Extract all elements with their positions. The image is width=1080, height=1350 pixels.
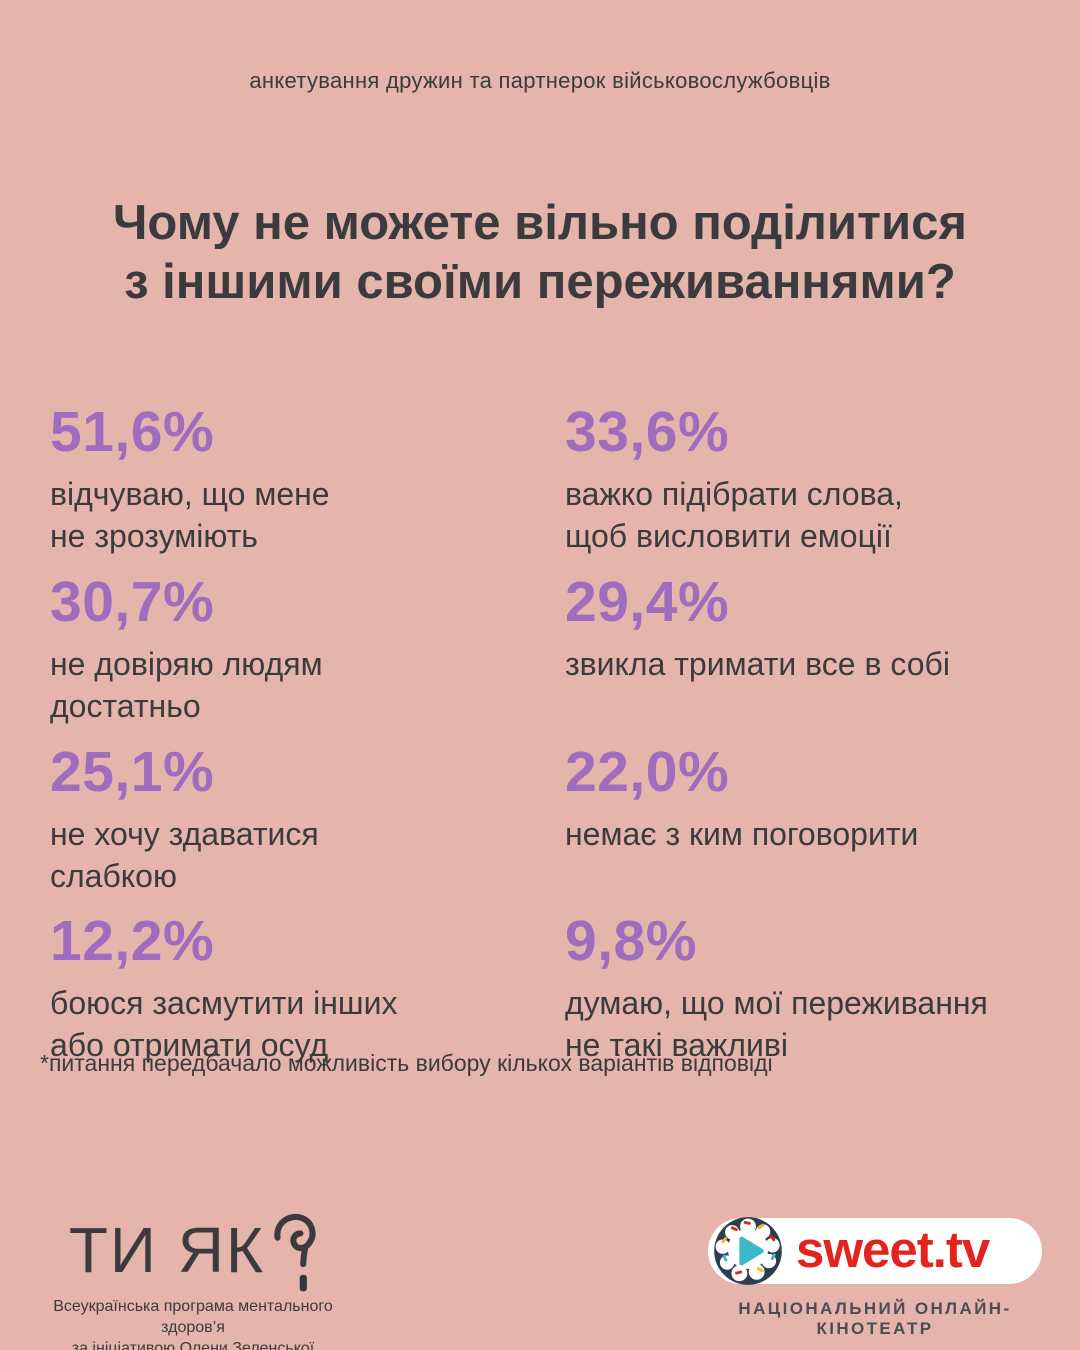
survey-subtitle: анкетування дружин та партнерок військов… [249,68,831,93]
footnote: *питання передбачало можливість вибору к… [40,1050,773,1076]
stat-label: думаю, що мої переживання не такі важлив… [565,985,988,1064]
stat-label: важко підібрати слова, щоб висловити емо… [565,476,903,554]
stat-label: відчуваю, що мене не зрозуміють [50,476,330,554]
stat-item: 51,6% відчуваю, що мене не зрозуміють [50,404,565,558]
stat-value: 25,1% [50,739,215,804]
stat-value: 12,2% [50,909,215,974]
stat-item: 33,6% важко підібрати слова, щоб вислови… [565,404,1045,558]
sweet-tv-caption: НАЦІОНАЛЬНИЙ ОНЛАЙН-КІНОТЕАТР [738,1299,1012,1338]
stat-value: 29,4% [565,569,730,634]
ty-yak-logo-text: ТИ ЯК [68,1214,266,1286]
stat-label: не хочу здаватися слабкою [50,815,319,894]
page-title: Чому не можете вільно поділитися з іншим… [112,196,968,309]
stat-value: 9,8% [565,909,697,974]
sweet-tv-logo: sweet.tv [708,1215,1042,1287]
stat-item: 25,1% не хочу здаватися слабкою [50,739,565,898]
stat-value: 30,7% [50,569,215,634]
sweet-tv-brand-text: sweet.tv [796,1220,990,1278]
stat-label: не довіряю людям достатньо [50,645,323,724]
stat-value: 51,6% [50,400,215,464]
stat-value: 22,0% [565,739,730,804]
stat-value: 33,6% [565,400,730,464]
stat-label: немає з ким поговорити [565,815,919,852]
program-caption: Всеукраїнська програма ментального здоро… [53,1298,333,1350]
donut-play-icon [712,1215,784,1287]
stats-grid: 51,6% відчуваю, що мене не зрозуміють 33… [50,404,1045,1067]
stat-item: 30,7% не довіряю людям достатньо [50,569,565,728]
stat-item: 9,8% думаю, що мої переживання не такі в… [565,913,1045,1067]
sprinkles [721,1221,776,1275]
ty-yak-program-logo: ТИ ЯК Всеукраїнська програма ментального… [28,1212,358,1350]
stat-item: 22,0% немає з ким поговорити [565,739,1045,898]
ty-yak-logo: ТИ ЯК [28,1212,358,1292]
stat-label: звикла тримати все в собі [565,645,950,682]
ear-question-mark-icon [271,1212,317,1297]
stat-item: 29,4% звикла тримати все в собі [565,569,1045,728]
stat-item: 12,2% боюся засмутити інших або отримати… [50,913,565,1067]
stat-label: боюся засмутити інших або отримати осуд [50,985,398,1064]
sweet-tv-logo-block: sweet.tv НАЦІОНАЛЬНИЙ ОНЛАЙН-КІНОТЕАТР [708,1215,1042,1339]
